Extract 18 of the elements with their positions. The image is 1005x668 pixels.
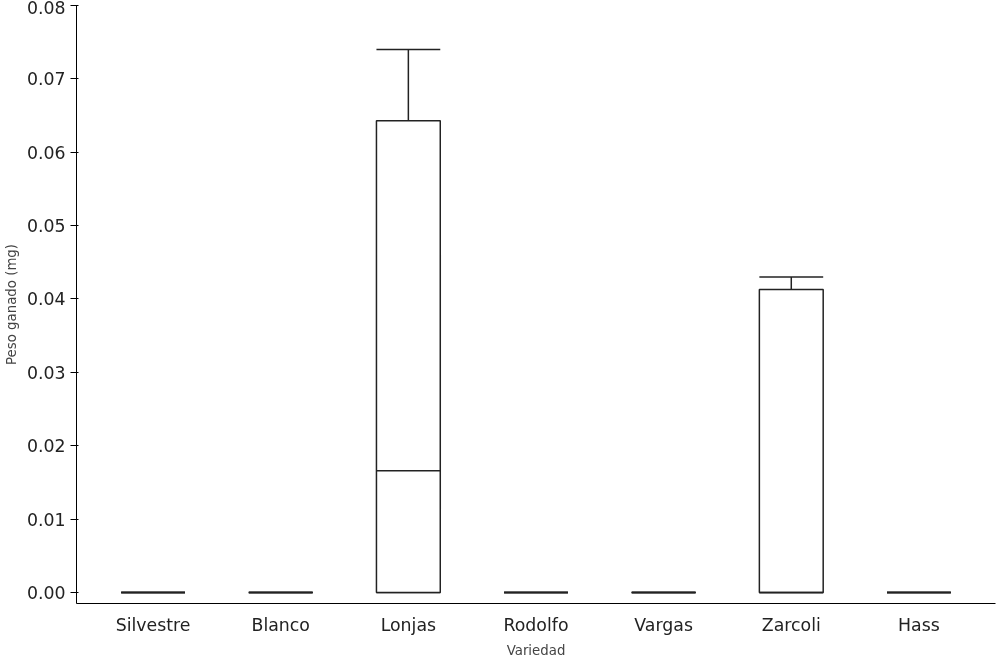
x-tick-label: Rodolfo [503,614,569,635]
x-tick-label: Vargas [634,614,693,635]
x-tick-label: Silvestre [115,614,191,635]
x-axis-title: Variedad [506,642,566,658]
y-tick-label: 0.01 [26,509,66,530]
y-tick-label: 0.05 [26,216,66,237]
y-tick-label: 0.03 [26,362,66,383]
x-tick-label: Lonjas [380,614,437,635]
x-tick-label: Hass [898,614,940,635]
x-tick-label: Blanco [251,614,310,635]
y-tick-label: 0.08 [26,0,66,18]
x-tick-label: Zarcoli [761,614,821,635]
y-tick-label: 0.00 [26,582,66,603]
y-tick-label: 0.06 [26,142,66,163]
y-tick-label: 0.02 [26,436,66,457]
y-tick-label: 0.04 [26,289,66,310]
y-tick-label: 0.07 [26,69,66,90]
y-axis-title: Peso ganado (mg) [3,243,19,366]
